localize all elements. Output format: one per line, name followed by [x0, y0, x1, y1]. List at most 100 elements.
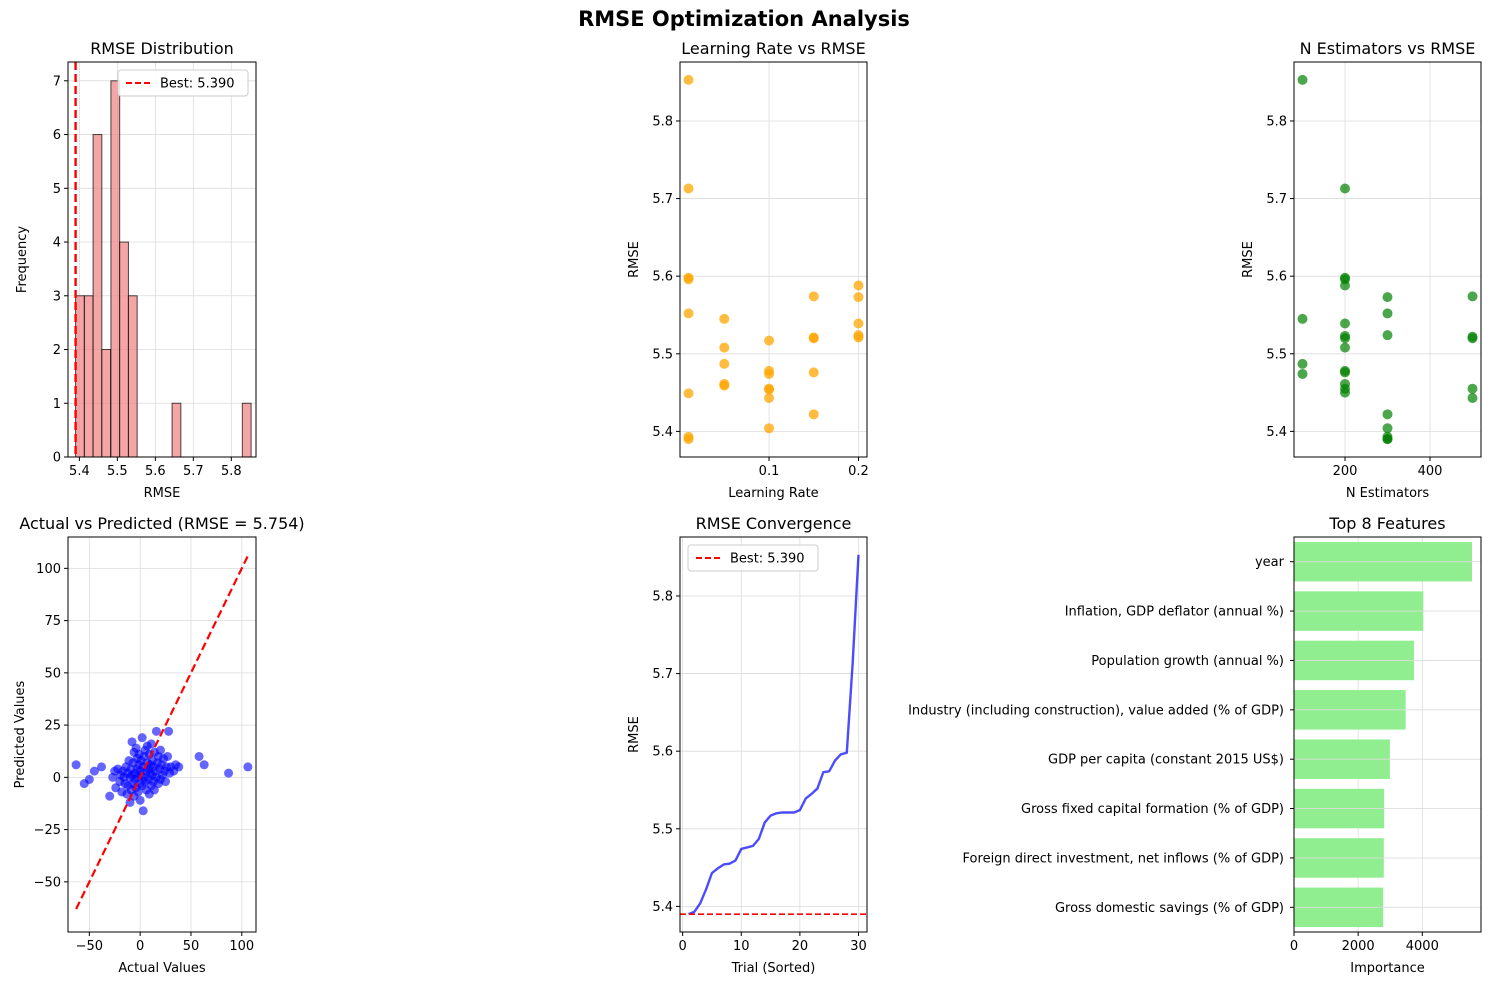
histogram-bar [110, 80, 121, 458]
scatter-point [853, 292, 864, 303]
feature-label: Foreign direct investment, net inflows (… [963, 851, 1284, 866]
x-tick-label: 5.5 [107, 464, 128, 479]
scatter-point [194, 751, 204, 761]
histogram-bar [83, 295, 94, 458]
y-tick-label: 5.7 [1266, 192, 1287, 207]
scatter-point [1467, 291, 1478, 302]
scatter-point [84, 774, 94, 784]
scatter-point [1382, 423, 1393, 434]
x-tick-label: 200 [1333, 464, 1358, 479]
scatter-point [155, 745, 165, 755]
y-tick-label: 5.7 [652, 192, 673, 207]
histogram-bar [101, 349, 112, 458]
y-tick-label: 5.6 [652, 270, 673, 285]
scatter-point [1340, 342, 1350, 353]
x-tick-label: 20 [792, 939, 809, 954]
legend-box [117, 69, 249, 97]
scatter-point [1382, 308, 1393, 319]
y-tick-label: 5.5 [652, 822, 673, 837]
x-tick-label: 30 [850, 939, 867, 954]
axes-frame [1293, 536, 1482, 933]
y-tick-label: 1 [53, 397, 61, 412]
scatter-point [764, 423, 775, 434]
y-tick-label: −50 [34, 875, 61, 890]
scatter-point [808, 291, 819, 302]
scatter-point [1467, 333, 1478, 344]
scatter-point [161, 777, 171, 787]
scatter-point [146, 739, 156, 749]
x-tick-label: −50 [76, 939, 103, 954]
scatter-point [1340, 333, 1350, 344]
scatter-point [1382, 434, 1393, 445]
scatter-point [719, 358, 730, 369]
x-tick-label: 5.6 [145, 464, 166, 479]
scatter-point [683, 183, 694, 194]
scatter-point [683, 434, 694, 445]
subplot-1: 5.4 5.5 5.6 5.7 5.8 0 1 2 3 4 5 6 7 RMSE Distribution… [15, 39, 257, 501]
scatter-point [163, 751, 173, 761]
scatter-point [683, 74, 694, 85]
x-axis-label: RMSE [144, 486, 181, 501]
scatter-point [71, 760, 81, 770]
axes-frame [1293, 61, 1482, 458]
scatter-point [764, 393, 775, 404]
x-axis-label: N Estimators [1346, 486, 1430, 501]
scatter-point [138, 806, 148, 816]
axes-frame [67, 536, 257, 933]
scatter-point [853, 280, 864, 291]
scatter-point [1297, 313, 1308, 324]
feature-label: GDP per capita (constant 2015 US$) [1048, 753, 1284, 768]
y-tick-label: 5.7 [652, 667, 673, 682]
y-tick-label: 3 [53, 289, 61, 304]
y-tick-label: 5.6 [1266, 270, 1287, 285]
scatter-point [1382, 409, 1393, 420]
scatter-point [1340, 387, 1350, 398]
x-axis-label: Trial (Sorted) [731, 961, 816, 976]
y-axis-label: RMSE [627, 716, 642, 753]
x-tick-label: 400 [1418, 464, 1443, 479]
scatter-point [764, 335, 775, 346]
subplot-6: 0 2000 4000 Top 8 Features Importance year Inf… [908, 514, 1482, 976]
axes-frame [679, 536, 868, 933]
histogram-bar [127, 295, 138, 458]
y-tick-label: 5.8 [1266, 114, 1287, 129]
convergence-line [688, 554, 860, 916]
feature-label: year [1255, 555, 1285, 570]
subplot-2: 0.1 0.2 5.4 5.5 5.6 5.7 5.8 Learning Rate vs RM… [627, 39, 869, 501]
scatter-point [224, 768, 234, 778]
x-tick-label: 0.2 [848, 464, 869, 479]
legend-label: Best: 5.390 [160, 77, 235, 92]
y-tick-label: 5.4 [652, 425, 673, 440]
y-tick-label: 5.5 [1266, 347, 1287, 362]
y-tick-label: 75 [44, 614, 61, 629]
x-tick-label: 2000 [1342, 939, 1375, 954]
scatter-point [151, 726, 161, 736]
x-tick-label: 5.8 [221, 464, 242, 479]
scatter-point [1340, 367, 1350, 378]
subplot-3: 200 400 5.4 5.5 5.6 5.7 5.8 N Estimators vs RMS… [1241, 39, 1482, 501]
histogram-bar [171, 402, 182, 458]
x-axis-label: Importance [1350, 961, 1425, 976]
scatter-point [853, 332, 864, 343]
y-tick-label: 50 [44, 666, 61, 681]
scatter-point [1297, 358, 1308, 369]
y-tick-label: 100 [36, 562, 61, 577]
scatter-point [808, 333, 819, 344]
scatter-point [853, 318, 864, 329]
plot-area [683, 74, 864, 445]
subplot-title: RMSE Convergence [696, 514, 852, 533]
plot-area [74, 62, 252, 458]
scatter-point [1297, 368, 1308, 379]
y-tick-label: 2 [53, 343, 61, 358]
scatter-point [89, 766, 99, 776]
x-tick-label: 100 [229, 939, 254, 954]
subplot-4: −50 0 50 100 −50 −25 0 25 50 75 100 Actual vs Predi… [13, 514, 305, 976]
scatter-point [97, 762, 107, 772]
plot-area [71, 555, 253, 910]
y-tick-label: 7 [53, 74, 61, 89]
histogram-bar [92, 134, 103, 458]
scatter-point [1382, 330, 1393, 341]
y-axis-label: Frequency [15, 226, 30, 293]
plot-area [1294, 541, 1473, 928]
